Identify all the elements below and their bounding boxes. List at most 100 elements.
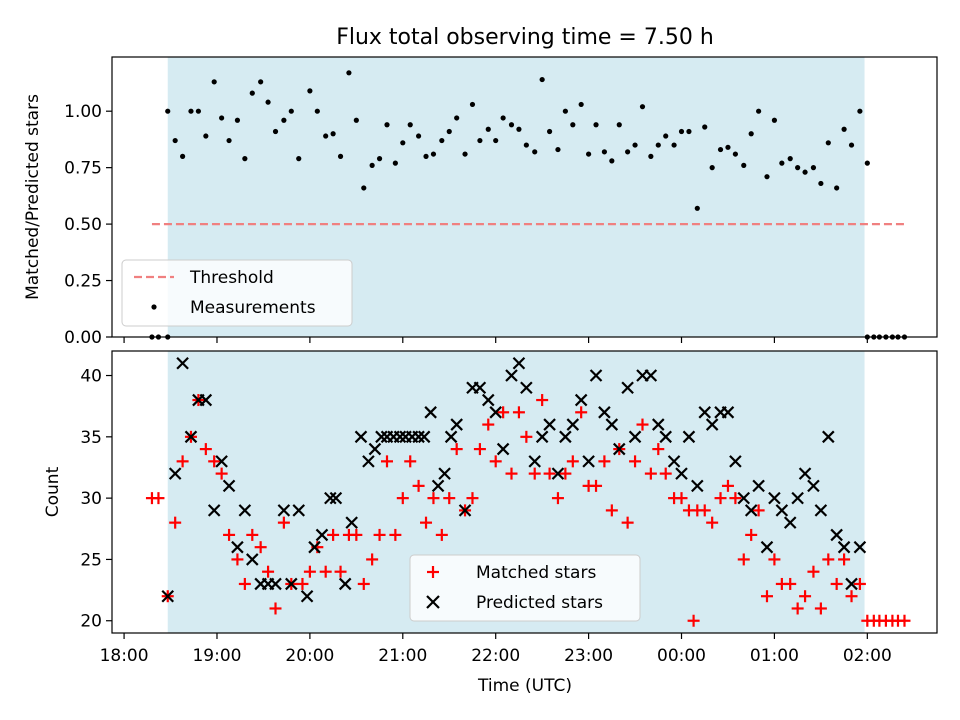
measurement-point (226, 137, 232, 144)
matched-star-point (768, 553, 781, 566)
count-plot-frame (111, 350, 938, 634)
ratio-plot-frame (111, 56, 938, 338)
measurement-point (337, 153, 344, 159)
ratio-y-tick-label: 0.50 (64, 215, 102, 235)
measurement-point (234, 117, 241, 123)
count-y-tick-label: 25 (80, 550, 102, 570)
matched-star-point (830, 577, 843, 590)
measurement-point (203, 133, 209, 139)
matched-star-point (636, 418, 649, 431)
predicted-star-point (489, 406, 502, 419)
measurement-point (578, 101, 584, 108)
ratio-legend: Threshold Measurements (121, 259, 353, 327)
predicted-legend-swatch (426, 595, 440, 609)
x-tick-label: 02:00 (843, 646, 892, 666)
matched-star-point (473, 443, 486, 456)
predicted-star-point (481, 393, 495, 407)
predicted-star-point (760, 540, 774, 554)
predicted-star-point (238, 504, 252, 517)
x-tick-label: 00:00 (657, 646, 706, 666)
x-tick-label: 22:00 (471, 646, 520, 666)
predicted-star-point (215, 455, 228, 468)
x-tick-label: 23:00 (564, 646, 613, 666)
measurement-point (639, 104, 646, 110)
predicted-star-point (329, 491, 343, 505)
measurement-point (748, 131, 754, 137)
measurement-point (671, 142, 677, 148)
predicted-star-point (652, 418, 665, 431)
matched-star-point (706, 516, 719, 529)
matched-star-point (629, 455, 642, 468)
measurement-point (384, 122, 390, 128)
measurement-point (462, 151, 468, 157)
measurements-legend-swatch (151, 304, 157, 310)
matched-star-point (729, 492, 742, 505)
predicted-star-point (682, 430, 696, 444)
predicted-star-point (845, 577, 858, 591)
measurement-point (848, 142, 855, 148)
matched-star-point (373, 528, 386, 541)
measurement-point (281, 117, 287, 123)
matched-star-point (327, 528, 340, 541)
predicted-star-point (837, 540, 851, 554)
count-y-tick-label: 30 (80, 489, 102, 509)
predicted-star-point (659, 430, 672, 444)
matched-star-point (675, 492, 688, 505)
measurement-point (818, 180, 824, 187)
measurement-point (439, 137, 445, 144)
measurement-point (376, 156, 383, 162)
matched-star-point (357, 577, 370, 590)
matched-star-point (551, 492, 564, 505)
matched-star-point (590, 479, 603, 492)
measurement-point (756, 108, 762, 114)
matched-star-point (262, 565, 275, 578)
matched-star-point (543, 467, 556, 480)
predicted-star-point (543, 418, 556, 431)
measurement-point (323, 133, 329, 139)
measurement-point (249, 90, 255, 96)
predicted-star-point (551, 467, 565, 480)
matched-star-point (536, 394, 549, 407)
predicted-star-point (512, 356, 526, 370)
measurement-point (771, 117, 778, 123)
measurement-point (330, 131, 336, 137)
measurement-point (361, 185, 367, 191)
predicted-star-point (698, 406, 712, 419)
matched-star-point (652, 443, 665, 456)
predicted-star-point (269, 577, 282, 591)
predicted-star-point (292, 504, 306, 517)
measurement-point (609, 158, 615, 164)
predicted-star-point (161, 589, 175, 603)
matched-star-point (845, 590, 858, 603)
measurement-point (516, 126, 522, 132)
matched-legend-swatch (427, 566, 439, 578)
measurement-point (834, 185, 840, 191)
matched-star-point (784, 577, 797, 590)
measurement-point (539, 76, 545, 83)
predicted-star-point (168, 467, 182, 480)
predicted-star-point (345, 516, 358, 529)
predicted-star-point (362, 455, 375, 468)
predicted-star-point (644, 369, 658, 382)
x-tick-label: 20:00 (285, 646, 334, 666)
measurement-point (219, 115, 225, 121)
measurement-point (825, 140, 831, 146)
predicted-star-point (231, 540, 244, 554)
measurement-point (288, 108, 294, 114)
predicted-legend-label: Predicted stars (476, 593, 603, 613)
predicted-star-point (458, 504, 472, 517)
ratio-y-axis: 0.00 0.25 0.50 0.75 1.00 (64, 102, 112, 348)
count-legend-box (409, 554, 641, 622)
predicted-star-point (222, 479, 236, 493)
measurement-point (601, 149, 607, 155)
matched-star-point (687, 614, 700, 627)
measurement-point (779, 160, 785, 166)
matched-star-point (199, 443, 212, 456)
measurement-point (632, 142, 638, 148)
predicted-star-point (628, 430, 642, 444)
measurement-point (694, 205, 700, 211)
measurement-point (469, 101, 476, 108)
matched-star-point (598, 455, 611, 468)
ratio-y-axis-label: Matched/Predicted stars (23, 94, 43, 300)
